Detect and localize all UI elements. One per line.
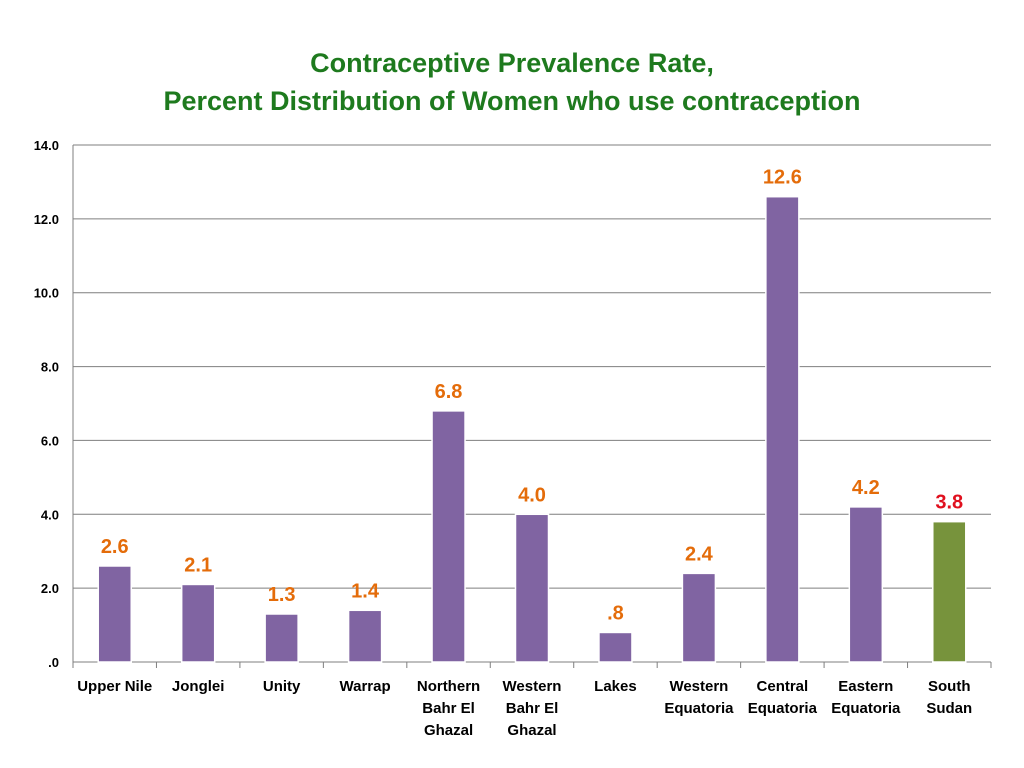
y-tick-label: 4.0 — [41, 507, 59, 522]
data-label: 1.4 — [351, 580, 380, 602]
category-label: Northern Bahr El Ghazal — [417, 678, 480, 739]
category-label: Unity — [263, 678, 301, 695]
y-tick-label: .0 — [48, 655, 59, 670]
chart-title-line-2: Percent Distribution of Women who use co… — [163, 86, 861, 116]
bar — [347, 609, 383, 663]
category-label: Eastern Equatoria — [831, 678, 901, 717]
data-label: 2.1 — [184, 554, 212, 576]
category-label: Warrap — [340, 678, 391, 695]
data-label: 1.3 — [268, 584, 296, 606]
category-label: Upper Nile — [77, 678, 152, 695]
y-tick-label: 12.0 — [34, 212, 59, 227]
category-label: Central Equatoria — [748, 678, 818, 717]
bar — [514, 513, 550, 663]
category-label: Lakes — [594, 678, 637, 695]
bar — [431, 410, 466, 663]
y-tick-label: 14.0 — [34, 138, 59, 153]
data-label: .8 — [607, 602, 624, 624]
y-tick-label: 6.0 — [41, 433, 59, 448]
bar — [681, 572, 717, 663]
bar — [765, 195, 800, 663]
data-label: 3.8 — [935, 492, 963, 514]
category-label: South Sudan — [926, 678, 972, 717]
y-tick-label: 2.0 — [41, 581, 59, 596]
data-label: 12.6 — [763, 167, 802, 189]
bar — [180, 583, 216, 663]
y-tick-label: 10.0 — [34, 286, 59, 301]
data-label: 2.6 — [101, 536, 129, 558]
data-label: 2.4 — [685, 543, 714, 565]
bar — [598, 631, 633, 663]
category-label: Western Equatoria — [664, 678, 734, 717]
data-label: 4.0 — [518, 484, 546, 506]
data-label: 4.2 — [852, 477, 880, 499]
bar — [97, 565, 132, 663]
y-tick-label: 8.0 — [41, 360, 59, 375]
data-label: 6.8 — [435, 381, 463, 403]
bar — [932, 520, 967, 663]
bar — [848, 506, 884, 663]
category-label: Western Bahr El Ghazal — [503, 678, 562, 739]
chart-title-line-1: Contraceptive Prevalence Rate, — [310, 48, 714, 78]
chart-title: Contraceptive Prevalence Rate, Percent D… — [0, 44, 1024, 120]
bar — [264, 613, 299, 663]
category-label: Jonglei — [172, 678, 225, 695]
